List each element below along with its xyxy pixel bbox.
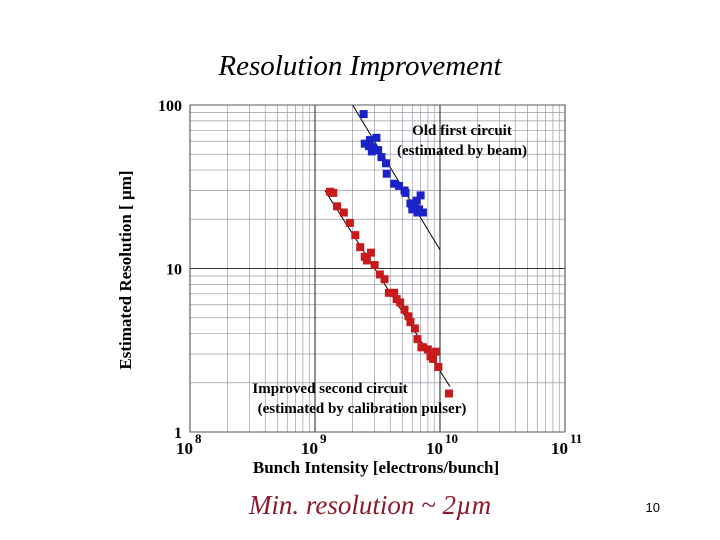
data-point <box>410 202 419 211</box>
series-label-line: (estimated by beam) <box>397 143 527 159</box>
data-point <box>362 256 371 265</box>
data-point <box>444 389 453 398</box>
data-point <box>351 231 360 240</box>
data-point <box>429 354 438 363</box>
x-tick-label: 109 <box>301 431 327 458</box>
data-point <box>345 218 354 227</box>
data-point <box>416 191 425 200</box>
data-point <box>375 270 384 279</box>
data-point <box>329 188 338 197</box>
y-tick-label: 1 <box>174 425 182 442</box>
data-point <box>423 345 432 354</box>
data-point <box>406 318 415 327</box>
data-point <box>370 261 379 270</box>
x-tick-base: 10 <box>551 439 568 458</box>
series-label-line: Improved second circuit <box>252 381 407 397</box>
data-point <box>377 153 386 162</box>
data-point <box>380 275 389 284</box>
x-tick-exponent: 8 <box>195 431 202 446</box>
x-tick-base: 10 <box>176 439 193 458</box>
y-tick-label: 100 <box>158 98 182 115</box>
data-point <box>404 312 413 321</box>
data-point <box>372 133 381 142</box>
plot-frame <box>189 104 566 433</box>
data-point <box>418 343 427 352</box>
data-point <box>360 139 369 148</box>
series-label-line: (estimated by calibration pulser) <box>258 401 467 417</box>
data-point <box>359 110 368 119</box>
x-tick-exponent: 11 <box>570 431 582 446</box>
data-point <box>432 347 441 356</box>
data-point <box>366 248 375 257</box>
data-point <box>406 199 415 208</box>
data-point <box>390 288 399 297</box>
data-point <box>356 243 365 252</box>
data-point <box>368 143 377 152</box>
y-axis-label: Estimated Resolution [ µm] <box>116 170 135 369</box>
series-improved-circuit <box>326 187 453 398</box>
x-tick-exponent: 9 <box>320 431 327 446</box>
data-point <box>365 136 374 145</box>
data-point <box>384 288 393 297</box>
data-point <box>434 362 443 371</box>
series-labels: Old first circuit (estimated by beam) Impr… <box>252 123 527 417</box>
data-point <box>382 159 391 168</box>
data-point <box>390 179 399 188</box>
x-tick-base: 10 <box>301 439 318 458</box>
data-point <box>382 169 391 178</box>
data-point <box>413 335 422 344</box>
x-tick-exponent: 10 <box>445 431 458 446</box>
data-point <box>339 208 348 217</box>
data-point <box>401 188 410 197</box>
data-point <box>395 181 404 190</box>
minimum-resolution-note: Min. resolution ~ 2µm <box>248 490 492 520</box>
trend-line <box>352 104 441 251</box>
data-point <box>410 324 419 333</box>
data-point <box>374 146 383 155</box>
series-old-circuit <box>359 110 427 217</box>
x-tick-base: 10 <box>426 439 443 458</box>
x-tick-label: 108 <box>176 431 202 458</box>
y-tick-label: 10 <box>166 262 182 279</box>
y-tick-labels: 1 10 100 <box>158 98 182 442</box>
slide-title: Resolution Improvement <box>218 50 502 82</box>
page-number: 10 <box>645 500 660 515</box>
series-label-line: Old first circuit <box>412 123 512 139</box>
data-point <box>396 298 405 307</box>
data-point <box>412 196 421 205</box>
data-point <box>400 305 409 314</box>
data-point <box>418 208 427 217</box>
x-axis-label: Bunch Intensity [electrons/bunch] <box>253 458 499 477</box>
data-point <box>333 202 342 211</box>
